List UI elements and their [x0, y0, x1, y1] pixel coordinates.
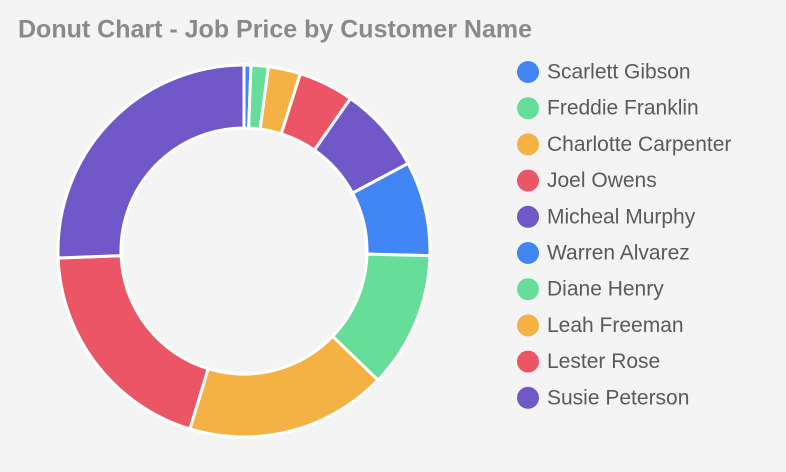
donut-slice — [56, 63, 246, 260]
legend-marker[interactable] — [517, 386, 539, 409]
legend-label[interactable]: Lester Rose — [547, 350, 660, 373]
legend-marker[interactable] — [517, 350, 539, 373]
legend-label[interactable]: Joel Owens — [547, 169, 657, 192]
legend-marker[interactable] — [517, 97, 539, 120]
legend-marker[interactable] — [517, 314, 539, 337]
legend-label[interactable]: Charlotte Carpenter — [547, 133, 731, 156]
legend-marker[interactable] — [517, 278, 539, 301]
legend-label[interactable]: Leah Freeman — [547, 314, 684, 337]
chart-title: Donut Chart - Job Price by Customer Name — [18, 16, 532, 44]
legend-label[interactable]: Diane Henry — [547, 278, 664, 301]
legend-marker[interactable] — [517, 61, 539, 83]
legend-marker[interactable] — [517, 133, 539, 156]
legend-label[interactable]: Susie Peterson — [547, 386, 689, 409]
legend-marker[interactable] — [517, 242, 539, 264]
legend-label[interactable]: Warren Alvarez — [547, 242, 690, 265]
legend-marker[interactable] — [517, 205, 539, 228]
legend-label[interactable]: Freddie Franklin — [547, 97, 699, 120]
legend-marker[interactable] — [517, 169, 539, 192]
legend-label[interactable]: Scarlett Gibson — [547, 61, 691, 84]
legend-label[interactable]: Micheal Murphy — [547, 205, 696, 228]
